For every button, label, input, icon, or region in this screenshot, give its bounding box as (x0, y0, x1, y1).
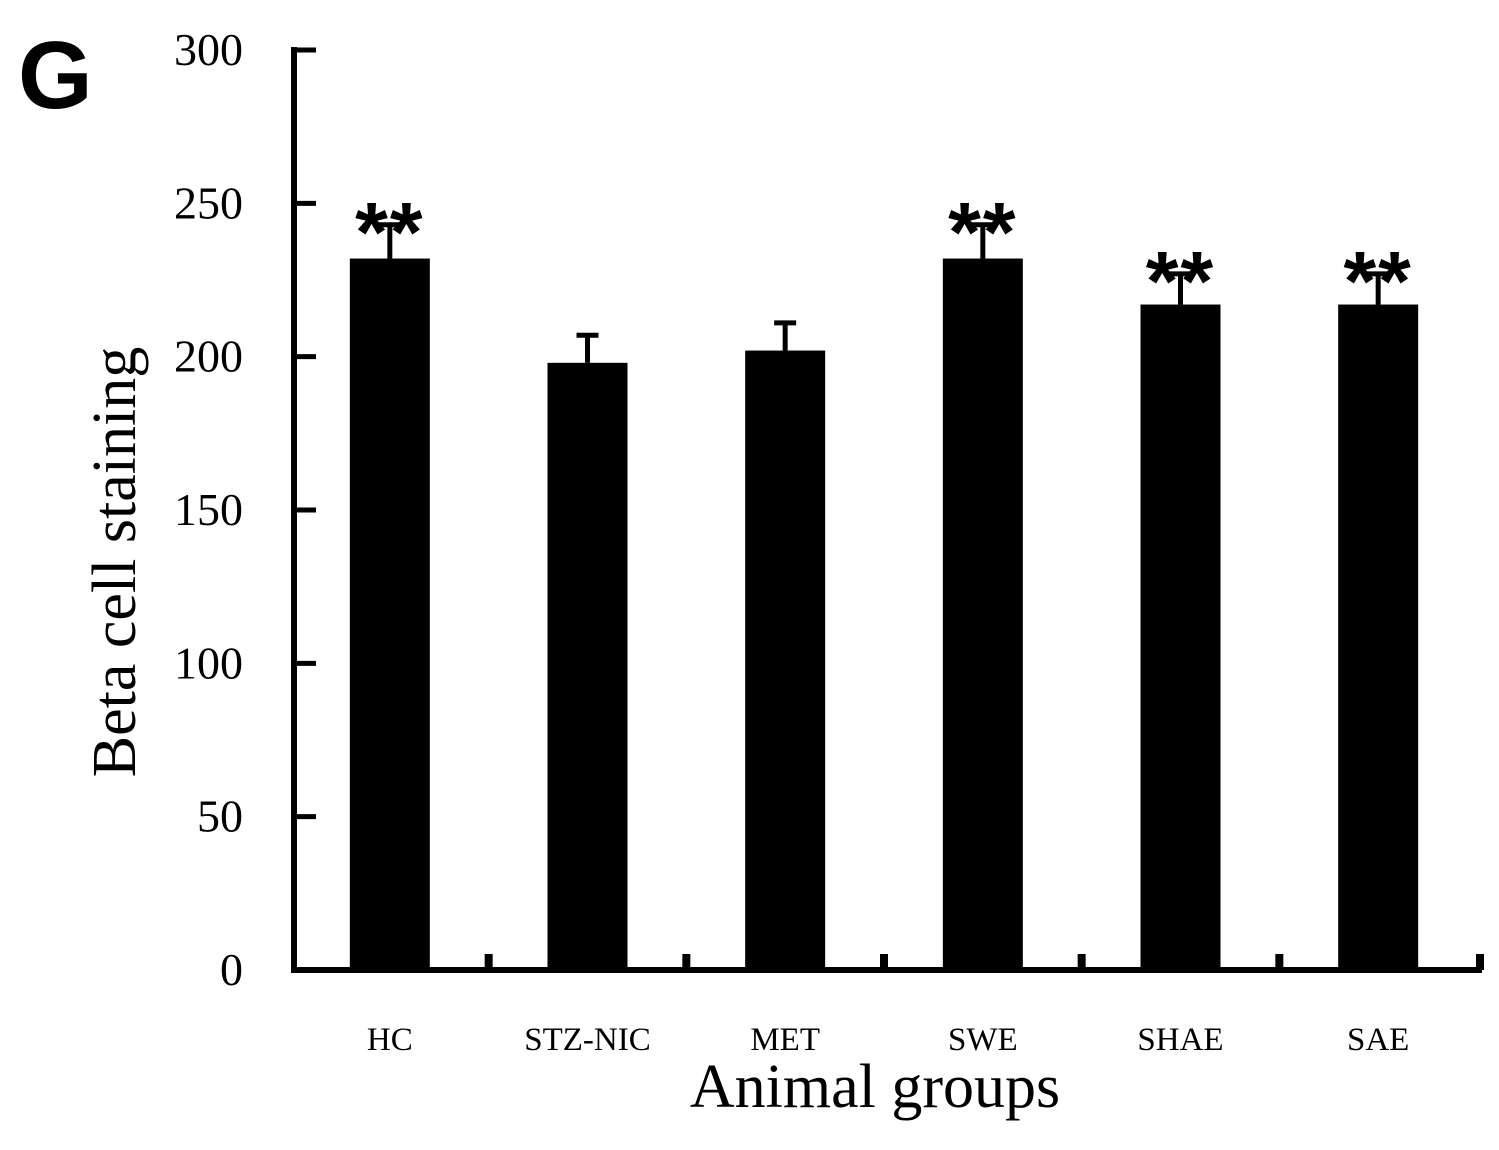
bar-series (349, 258, 1419, 970)
category-label: SHAE (1137, 1022, 1223, 1058)
category-label: SAE (1347, 1022, 1409, 1058)
y-tick-label: 50 (197, 791, 243, 842)
y-tick-label: 100 (174, 637, 243, 688)
panel-label: G (18, 22, 93, 129)
bar-swe (942, 258, 1023, 970)
significance-marker: ** (1343, 234, 1412, 328)
significance-marker: ** (355, 185, 424, 279)
y-tick-label: 300 (174, 24, 243, 75)
y-tick-label: 200 (174, 331, 243, 382)
significance-marker: ** (1146, 234, 1215, 328)
category-label: HC (367, 1022, 413, 1058)
y-axis-title: Beta cell staining (81, 347, 149, 777)
y-axis-ticks: 0 50 100 150 200 250 300 (174, 24, 316, 995)
bar-hc (349, 258, 430, 970)
bar-met (745, 350, 826, 970)
significance-markers: ** ** ** ** (355, 185, 1412, 328)
bar-shae (1140, 304, 1221, 970)
x-axis-title: Animal groups (690, 1053, 1060, 1121)
bar-stz-nic (547, 362, 628, 970)
error-bars (378, 222, 1390, 363)
significance-marker: ** (948, 185, 1017, 279)
category-label: SWE (948, 1022, 1018, 1058)
category-label: MET (750, 1022, 820, 1058)
category-labels: HC STZ-NIC MET SWE SHAE SAE (367, 1022, 1409, 1058)
category-label: STZ-NIC (524, 1022, 651, 1058)
y-tick-label: 250 (174, 177, 243, 228)
bar-sae (1338, 304, 1419, 970)
y-tick-label: 150 (174, 484, 243, 535)
y-tick-label: 0 (220, 944, 243, 995)
